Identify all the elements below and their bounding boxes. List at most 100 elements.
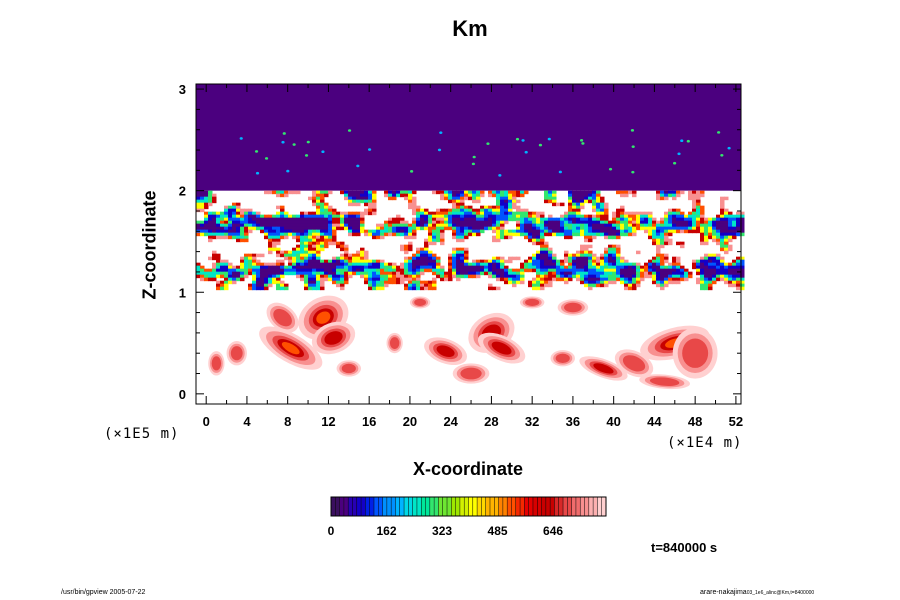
colorbar-cell [408, 497, 413, 516]
band-cell [732, 226, 737, 231]
band-cell [252, 256, 257, 261]
band-cell [276, 220, 281, 225]
colorbar-cell [477, 497, 482, 516]
band-cell [256, 283, 261, 288]
band-cell [440, 238, 445, 243]
band-cell [288, 262, 293, 267]
band-cell [540, 220, 545, 225]
y-tick-label: 0 [179, 387, 186, 402]
band-cell [228, 226, 233, 231]
band-cell [500, 199, 505, 204]
band-cell [428, 226, 433, 231]
speckle [255, 171, 260, 175]
band-cell [216, 283, 221, 288]
band-cell [308, 277, 313, 282]
band-cell [260, 229, 265, 234]
band-cell [576, 211, 581, 216]
band-cell [288, 226, 293, 231]
band-cell [400, 217, 405, 222]
band-cell [492, 193, 497, 198]
band-cell [728, 235, 733, 240]
band-cell [316, 238, 321, 243]
band-cell [384, 232, 389, 237]
band-cell [436, 208, 441, 213]
band-cell [208, 196, 213, 201]
band-cell [376, 283, 381, 288]
band-cell [328, 262, 333, 267]
band-cell [624, 262, 629, 267]
band-cell [268, 232, 273, 237]
band-cell [512, 274, 517, 279]
band-cell [516, 190, 521, 195]
band-cell [384, 277, 389, 282]
band-cell [416, 280, 421, 285]
band-cell [584, 214, 589, 219]
band-cell [488, 226, 493, 231]
band-cell [248, 265, 253, 270]
band-cell [564, 277, 569, 282]
band-cell [408, 205, 413, 210]
band-cell [540, 235, 545, 240]
band-cell [352, 193, 357, 198]
band-cell [260, 223, 265, 228]
band-cell [724, 277, 729, 282]
band-cell [636, 211, 641, 216]
band-cell [316, 199, 321, 204]
band-cell [544, 250, 549, 255]
band-cell [636, 265, 641, 270]
band-cell [288, 268, 293, 273]
band-cell [236, 211, 241, 216]
band-cell [472, 199, 477, 204]
band-cell [536, 238, 541, 243]
band-cell [304, 250, 309, 255]
band-cell [656, 232, 661, 237]
band-cell [360, 259, 365, 264]
band-cell [348, 190, 353, 195]
band-cell [424, 259, 429, 264]
band-cell [740, 211, 745, 216]
band-cell [480, 265, 485, 270]
band-cell [336, 280, 341, 285]
band-cell [308, 232, 313, 237]
band-cell [664, 232, 669, 237]
band-cell [700, 235, 705, 240]
band-cell [532, 277, 537, 282]
speckle [673, 161, 677, 165]
band-cell [704, 241, 709, 246]
band-cell [592, 235, 597, 240]
band-cell [328, 223, 333, 228]
band-cell [436, 226, 441, 231]
band-cell [428, 250, 433, 255]
band-cell [428, 235, 433, 240]
band-cell [560, 262, 565, 267]
band-cell [628, 274, 633, 279]
band-cell [428, 232, 433, 237]
band-cell [384, 223, 389, 228]
band-cell [516, 256, 521, 261]
band-cell [344, 211, 349, 216]
band-cell [656, 196, 661, 201]
band-cell [696, 214, 701, 219]
band-cell [232, 223, 237, 228]
band-cell [396, 214, 401, 219]
band-cell [252, 217, 257, 222]
band-cell [536, 286, 541, 291]
band-cell [196, 202, 201, 207]
band-cell [292, 262, 297, 267]
colorbar-cell [451, 497, 456, 516]
band-cell [588, 277, 593, 282]
band-cell [720, 196, 725, 201]
band-cell [208, 190, 213, 195]
band-cell [712, 238, 717, 243]
band-cell [368, 259, 373, 264]
band-cell [460, 208, 465, 213]
band-cell [224, 262, 229, 267]
band-cell [368, 280, 373, 285]
band-cell [316, 241, 321, 246]
speckle [239, 137, 243, 140]
band-cell [264, 229, 269, 234]
band-cell [592, 226, 597, 231]
band-cell [484, 223, 489, 228]
band-cell [444, 277, 449, 282]
band-cell [328, 226, 333, 231]
